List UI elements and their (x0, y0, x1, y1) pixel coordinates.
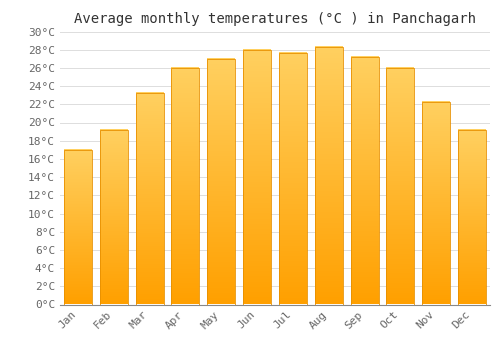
Bar (386, 68, 414, 304)
Bar (136, 93, 164, 304)
Bar (243, 50, 271, 304)
Bar (100, 130, 128, 304)
Bar (315, 47, 342, 304)
Bar (279, 53, 307, 304)
Bar (172, 68, 200, 304)
Bar (208, 59, 235, 304)
Bar (64, 150, 92, 304)
Bar (350, 57, 378, 304)
Title: Average monthly temperatures (°C ) in Panchagarh: Average monthly temperatures (°C ) in Pa… (74, 12, 476, 26)
Bar (458, 130, 486, 304)
Bar (422, 103, 450, 304)
